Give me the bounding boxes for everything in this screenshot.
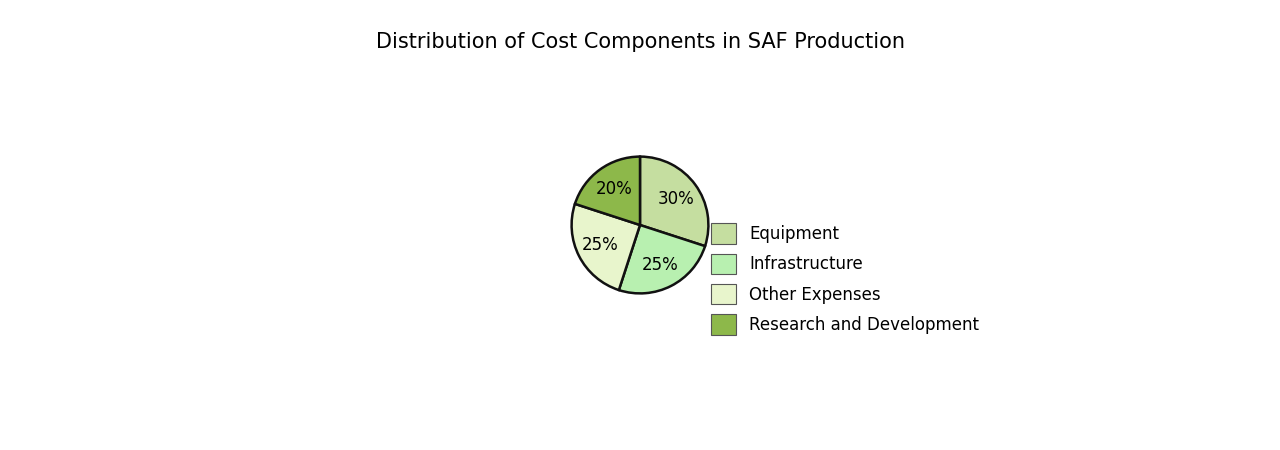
Text: 30%: 30% bbox=[658, 190, 694, 208]
Text: Distribution of Cost Components in SAF Production: Distribution of Cost Components in SAF P… bbox=[375, 32, 905, 51]
Text: 20%: 20% bbox=[595, 180, 632, 198]
Text: 25%: 25% bbox=[582, 236, 618, 254]
Wedge shape bbox=[575, 157, 640, 225]
Text: 25%: 25% bbox=[641, 256, 678, 274]
Legend: Equipment, Infrastructure, Other Expenses, Research and Development: Equipment, Infrastructure, Other Expense… bbox=[703, 215, 987, 343]
Wedge shape bbox=[640, 157, 708, 246]
Wedge shape bbox=[572, 204, 640, 290]
Wedge shape bbox=[618, 225, 705, 293]
